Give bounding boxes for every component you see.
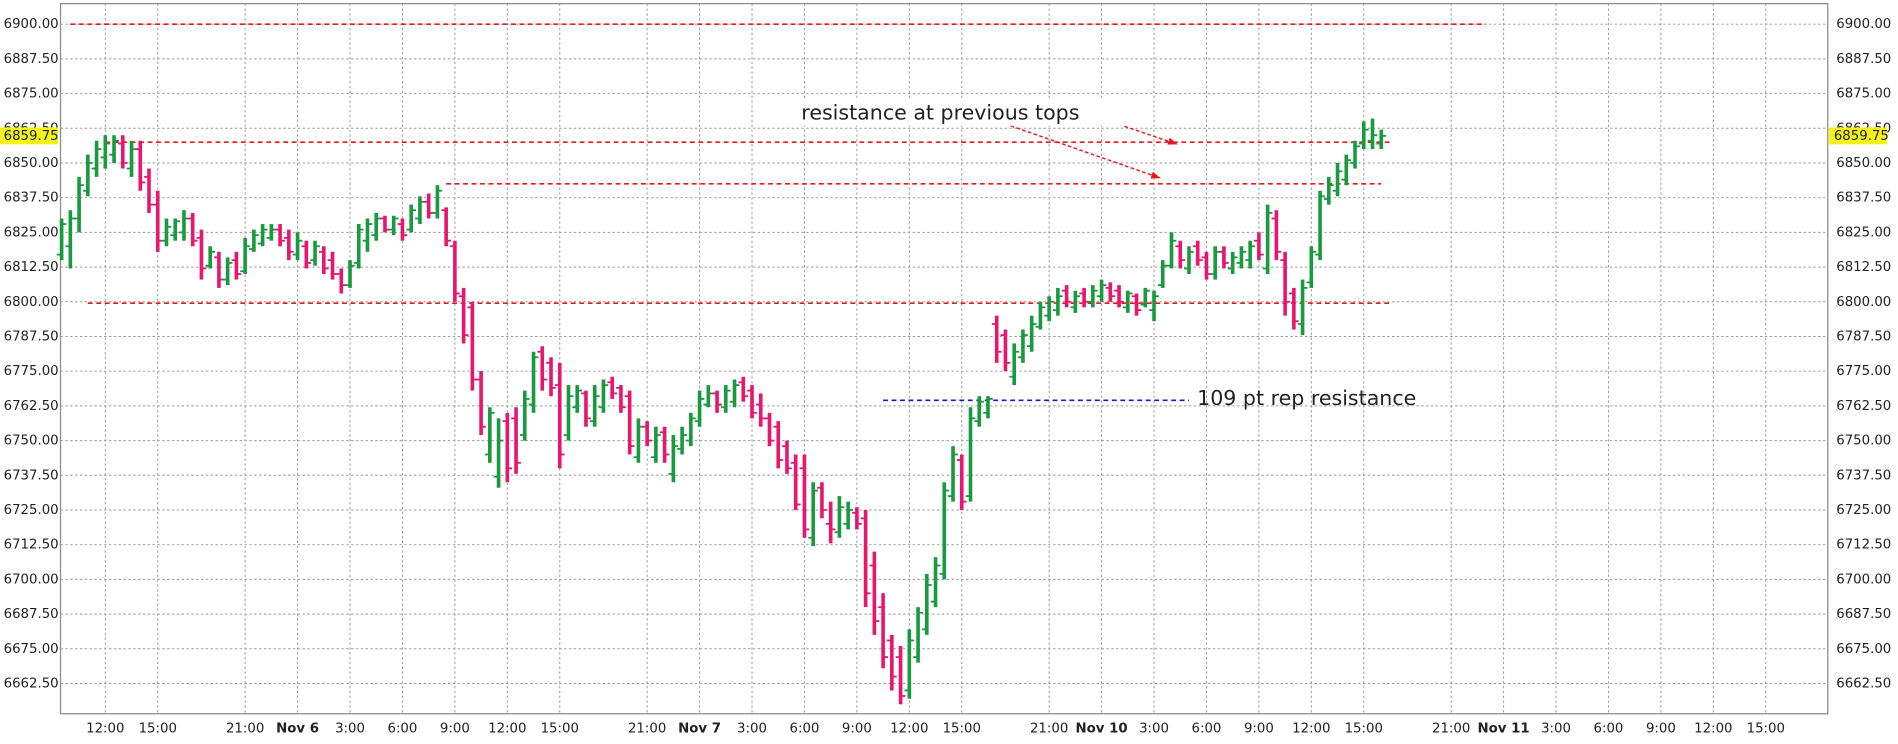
y-tick-label: 6800.00 xyxy=(4,295,59,310)
y-tick-label: 6700.00 xyxy=(1836,572,1891,587)
x-tick-label: 21:00 xyxy=(1030,721,1068,736)
grid xyxy=(60,3,1828,714)
last-price-marker xyxy=(1829,127,1888,145)
x-tick-label: 15:00 xyxy=(541,721,579,736)
x-tick-label: 12:00 xyxy=(86,721,124,736)
y-tick-label: 6687.50 xyxy=(1836,607,1891,622)
x-tick-label: 6:00 xyxy=(1594,721,1624,736)
x-tick-label: 21:00 xyxy=(628,721,666,736)
x-tick-label: 9:00 xyxy=(440,721,470,736)
x-tick-label: 12:00 xyxy=(890,721,928,736)
axes: 6662.50 6662.50 6675.00 6675.00 6687.50 6687.… xyxy=(0,17,1891,736)
x-tick-label: 15:00 xyxy=(1747,721,1785,736)
y-tick-label: 6775.00 xyxy=(4,364,59,379)
y-tick-label: 6887.50 xyxy=(1836,52,1891,67)
y-tick-label: 6725.00 xyxy=(4,503,59,518)
y-tick-label: 6837.50 xyxy=(4,191,59,206)
y-tick-label: 6750.00 xyxy=(1836,434,1891,449)
x-tick-label: 15:00 xyxy=(1345,721,1383,736)
x-tick-label: Nov 10 xyxy=(1076,721,1128,736)
annotation-bg xyxy=(794,99,1129,126)
x-tick-label: 12:00 xyxy=(488,721,526,736)
x-tick-label: 9:00 xyxy=(842,721,872,736)
y-tick-label: 6887.50 xyxy=(4,52,59,67)
y-tick-label: 6875.00 xyxy=(1836,87,1891,102)
y-tick-label: 6762.50 xyxy=(1836,399,1891,414)
y-tick-label: 6725.00 xyxy=(1836,503,1891,518)
y-tick-label: 6775.00 xyxy=(1836,364,1891,379)
last-price-label: 6859.75 xyxy=(4,129,59,144)
y-tick-label: 6737.50 xyxy=(1836,468,1891,483)
x-tick-label: Nov 6 xyxy=(276,721,319,736)
y-tick-label: 6825.00 xyxy=(4,225,59,240)
x-tick-label: 6:00 xyxy=(388,721,418,736)
y-tick-label: 6675.00 xyxy=(4,642,59,657)
y-tick-label: 6662.50 xyxy=(1836,676,1891,691)
y-tick-label: 6875.00 xyxy=(4,87,59,102)
y-tick-label: 6712.50 xyxy=(1836,538,1891,553)
last-price-marker xyxy=(0,127,59,145)
y-tick-label: 6787.50 xyxy=(1836,329,1891,344)
x-tick-label: 9:00 xyxy=(1244,721,1274,736)
x-tick-label: 15:00 xyxy=(943,721,981,736)
x-tick-label: 3:00 xyxy=(335,721,365,736)
x-tick-label: 21:00 xyxy=(1432,721,1470,736)
y-tick-label: 6700.00 xyxy=(4,572,59,587)
x-tick-label: 15:00 xyxy=(139,721,177,736)
x-tick-label: 6:00 xyxy=(790,721,820,736)
x-tick-label: 3:00 xyxy=(1541,721,1571,736)
bars xyxy=(56,118,1387,705)
y-tick-label: 6900.00 xyxy=(1836,17,1891,32)
x-tick-label: 12:00 xyxy=(1694,721,1732,736)
y-tick-label: 6900.00 xyxy=(4,17,59,32)
y-tick-label: 6675.00 xyxy=(1836,642,1891,657)
x-tick-label: 6:00 xyxy=(1192,721,1222,736)
x-tick-label: 12:00 xyxy=(1292,721,1330,736)
annotation: resistance at previous tops xyxy=(801,101,1079,125)
y-tick-label: 6812.50 xyxy=(1836,260,1891,275)
y-tick-label: 6825.00 xyxy=(1836,225,1891,240)
x-tick-label: 9:00 xyxy=(1646,721,1676,736)
y-tick-label: 6837.50 xyxy=(1836,191,1891,206)
x-tick-label: 3:00 xyxy=(737,721,767,736)
y-tick-label: 6712.50 xyxy=(4,538,59,553)
y-tick-label: 6737.50 xyxy=(4,468,59,483)
last-price-label: 6859.75 xyxy=(1834,129,1889,144)
x-tick-label: 21:00 xyxy=(226,721,264,736)
y-tick-label: 6662.50 xyxy=(4,676,59,691)
x-tick-label: 3:00 xyxy=(1139,721,1169,736)
annotation: 109 pt rep resistance xyxy=(1197,386,1416,410)
x-tick-label: Nov 7 xyxy=(678,721,721,736)
y-tick-label: 6787.50 xyxy=(4,329,59,344)
y-tick-label: 6850.00 xyxy=(4,156,59,171)
y-tick-label: 6850.00 xyxy=(1836,156,1891,171)
y-tick-label: 6812.50 xyxy=(4,260,59,275)
y-tick-label: 6762.50 xyxy=(4,399,59,414)
y-tick-label: 6800.00 xyxy=(1836,295,1891,310)
annotation-arrow xyxy=(1010,125,1161,179)
y-tick-label: 6687.50 xyxy=(4,607,59,622)
x-tick-label: Nov 11 xyxy=(1478,721,1530,736)
y-tick-label: 6750.00 xyxy=(4,434,59,449)
